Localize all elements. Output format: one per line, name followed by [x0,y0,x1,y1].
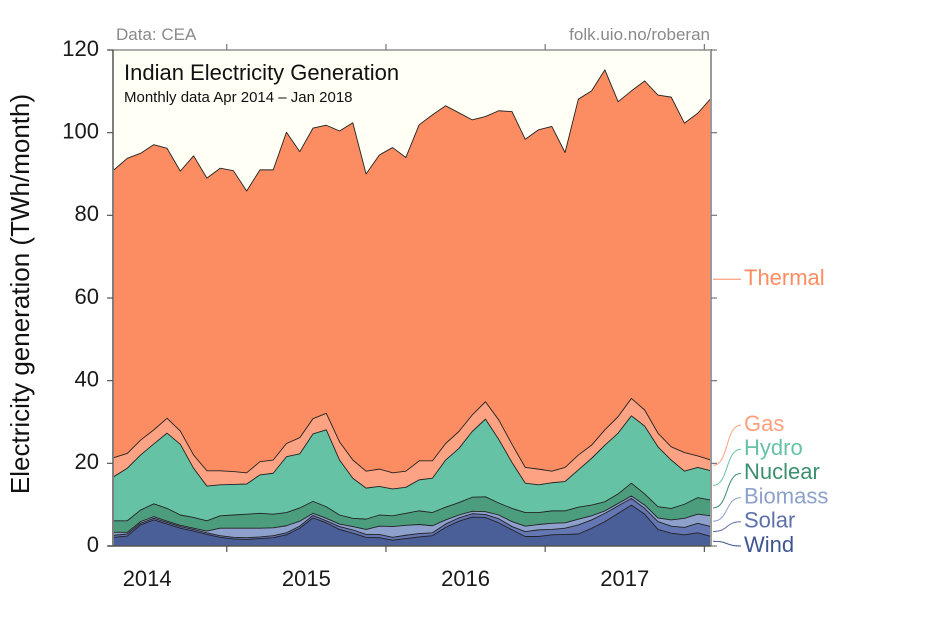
boundary-line-biomass [114,495,712,533]
legend-leader-solar [712,521,742,533]
boundary-line-solar [113,498,712,539]
x-tick-label: 2015 [282,566,331,591]
legend-leader-nuclear [712,472,742,509]
legend-label-wind: Wind [744,532,794,557]
legend-leader-hydro [712,448,742,486]
x-tick-label: 2017 [600,566,649,591]
area-hydro [114,415,711,521]
legend-label-biomass: Biomass [744,483,828,508]
data-source-note: Data: CEA [116,25,197,44]
y-tick-label: 100 [62,118,99,143]
y-tick-label: 80 [75,201,99,226]
y-axis-label: Electricity generation (TWh/month) [5,94,35,494]
boundary-line-gas [113,397,712,474]
legend-label-hydro: Hydro [744,435,803,460]
area-wind [114,505,711,546]
y-tick-label: 20 [75,449,99,474]
boundary-line-hydro [113,415,712,490]
chart-title: Indian Electricity Generation [124,60,399,85]
area-layers [114,69,711,546]
area-biomass [114,495,711,538]
area-thermal [114,69,711,473]
y-tick-label: 0 [87,532,99,557]
axis-ticks: 0 20 40 60 80 100 120 2014 2015 2016 2017 [62,36,717,591]
area-solar [114,498,711,541]
x-tick-label: 2014 [123,566,172,591]
legend-leader-biomass [712,497,742,522]
chart-subtitle: Monthly data Apr 2014 – Jan 2018 [124,89,353,106]
legend-label-gas: Gas [744,411,784,436]
y-tick-label: 60 [75,284,99,309]
legend-leader-wind [712,540,742,547]
credit-note: folk.uio.no/roberan [569,25,710,44]
y-tick-label: 40 [75,366,99,391]
boundary-line-thermal [113,69,712,192]
area-nuclear [114,483,711,533]
boundary-line-nuclear [114,482,712,522]
legend-label-solar: Solar [744,508,795,533]
boundary-line-wind [113,504,712,541]
legend-leader-gas [712,424,742,466]
area-gas [114,398,711,489]
layer-boundaries [113,69,712,541]
y-tick-label: 120 [62,36,99,61]
legend-label-nuclear: Nuclear [744,459,820,484]
legend-label-thermal: Thermal [744,265,825,290]
x-tick-label: 2016 [441,566,490,591]
